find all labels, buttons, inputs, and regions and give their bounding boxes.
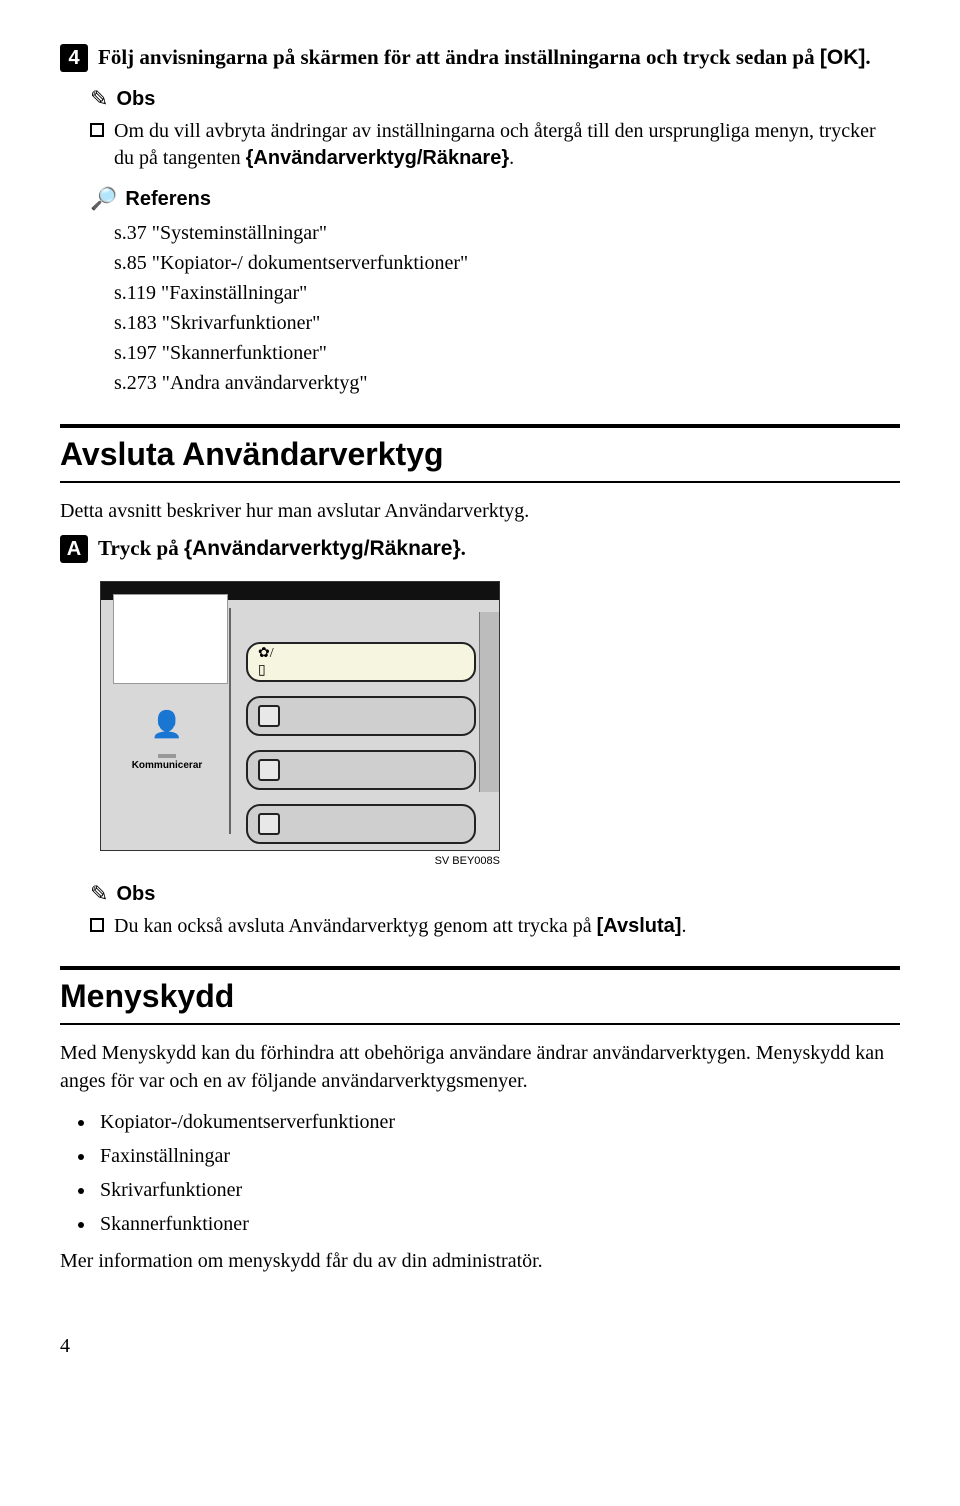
control-panel: 👤 Kommunicerar ✿/▯ [100, 581, 500, 851]
user-tools-button[interactable]: ✿/▯ [246, 642, 476, 682]
referens-heading-row: 🔎 Referens [90, 186, 900, 212]
meny-bullet-list: Kopiator-/dokumentserverfunktioner Faxin… [96, 1105, 900, 1241]
obs-2-key: [Avsluta] [597, 915, 682, 937]
section-avsluta-intro: Detta avsnitt beskriver hur man avslutar… [60, 497, 900, 525]
step-4-post: . [865, 45, 870, 69]
panel-screen [113, 594, 228, 684]
magnify-icon: 🔎 [90, 186, 117, 212]
step-a: A Tryck på {Användarverktyg/Räknare}. [60, 535, 900, 563]
note-box-icon-2 [90, 918, 104, 932]
step-badge-4: 4 [60, 44, 88, 72]
meny-bullet-0: Kopiator-/dokumentserverfunktioner [96, 1105, 900, 1139]
pencil-icon: ✎ [90, 86, 108, 112]
pencil-icon-2: ✎ [90, 881, 108, 907]
obs-1-heading: Obs [116, 88, 155, 111]
meny-bullet-1: Faxinställningar [96, 1139, 900, 1173]
doc-icon [258, 759, 280, 781]
login-icon: 👤 [117, 710, 217, 740]
fax-icon [258, 813, 280, 835]
step-badge-a: A [60, 535, 88, 563]
panel-button-column: ✿/▯ [246, 642, 476, 858]
obs-1-item: Om du vill avbryta ändringar av inställn… [90, 118, 900, 172]
led-icon [158, 754, 176, 758]
obs-1-key: Användarverktyg/Räknare [253, 147, 501, 169]
user-tools-icon: ✿/▯ [258, 651, 280, 673]
section-avsluta-title: Avsluta Användarverktyg [60, 424, 900, 483]
step-4-pre: Följ anvisningarna på skärmen för att än… [98, 45, 820, 69]
comm-label: Kommunicerar [117, 760, 217, 771]
ref-item-5: s.273 "Andra användarverktyg" [114, 368, 900, 398]
obs-2-post: . [681, 915, 686, 937]
step-a-bracket-open: { [184, 537, 192, 560]
ref-item-1: s.85 "Kopiator-/ dokumentserverfunktione… [114, 248, 900, 278]
obs-2-text: Du kan också avsluta Användarverktyg gen… [114, 913, 686, 940]
step-4-key: [OK] [820, 46, 866, 69]
ref-item-2: s.119 "Faxinställningar" [114, 278, 900, 308]
panel-left-column: 👤 Kommunicerar [117, 692, 217, 771]
meny-bullet-3: Skannerfunktioner [96, 1207, 900, 1241]
copy-icon [258, 705, 280, 727]
panel-button-3[interactable] [246, 750, 476, 790]
ref-item-0: s.37 "Systeminställningar" [114, 218, 900, 248]
obs-1-post: . [509, 147, 514, 169]
section-meny-title: Menyskydd [60, 966, 900, 1025]
panel-button-4[interactable] [246, 804, 476, 844]
page-number: 4 [60, 1335, 900, 1358]
referens-heading: Referens [125, 188, 211, 211]
meny-p2: Mer information om menyskydd får du av d… [60, 1247, 900, 1275]
step-a-post: . [461, 536, 466, 560]
obs-1-bracket-close: } [501, 147, 509, 169]
panel-button-2[interactable] [246, 696, 476, 736]
step-a-key: Användarverktyg/Räknare [192, 537, 452, 560]
control-panel-figure: 👤 Kommunicerar ✿/▯ SV BEY008S [100, 581, 900, 867]
obs-2-item: Du kan också avsluta Användarverktyg gen… [90, 913, 900, 940]
obs-1-heading-row: ✎ Obs [90, 86, 900, 112]
obs-2-heading: Obs [116, 883, 155, 906]
obs-2-heading-row: ✎ Obs [90, 881, 900, 907]
ref-item-4: s.197 "Skannerfunktioner" [114, 338, 900, 368]
step-4-text: Följ anvisningarna på skärmen för att än… [98, 44, 871, 70]
panel-divider [229, 608, 231, 834]
step-a-pre: Tryck på [98, 536, 184, 560]
step-a-text: Tryck på {Användarverktyg/Räknare}. [98, 535, 466, 561]
step-a-bracket-close: } [452, 537, 460, 560]
step-4: 4 Följ anvisningarna på skärmen för att … [60, 44, 900, 72]
note-box-icon [90, 123, 104, 137]
obs-1-text: Om du vill avbryta ändringar av inställn… [114, 118, 900, 172]
meny-p1: Med Menyskydd kan du förhindra att obehö… [60, 1039, 900, 1095]
obs-2-pre: Du kan också avsluta Användarverktyg gen… [114, 915, 597, 937]
meny-bullet-2: Skrivarfunktioner [96, 1173, 900, 1207]
ref-item-3: s.183 "Skrivarfunktioner" [114, 308, 900, 338]
panel-right-edge [479, 612, 499, 792]
